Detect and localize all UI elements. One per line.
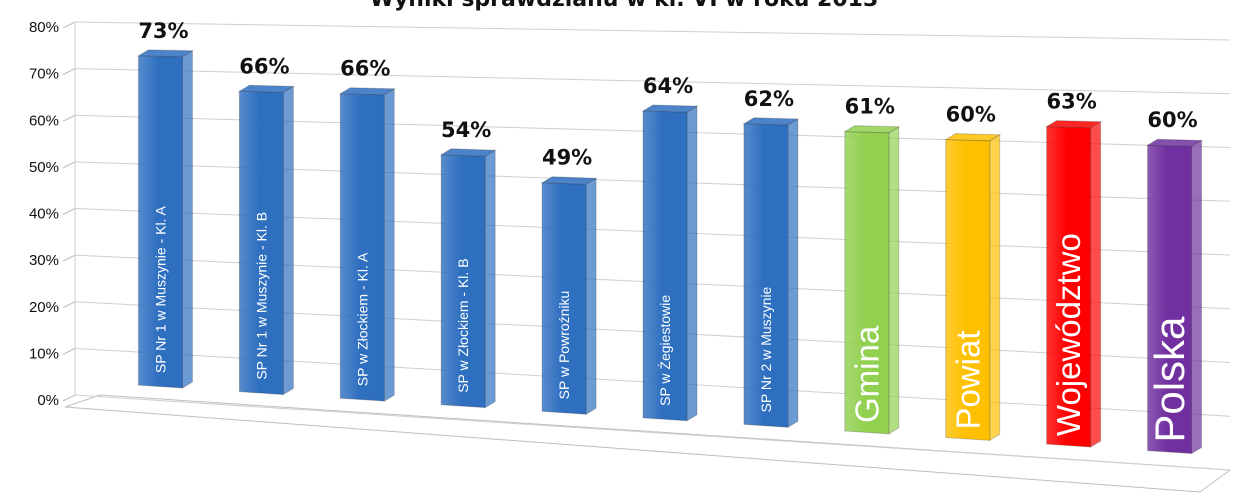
y-tick-mark [62,68,76,76]
y-tick-label: 80% [29,19,59,36]
y-tick-mark [62,254,76,262]
bar-front [137,55,183,389]
y-tick-label: 20% [29,299,59,316]
data-label: 49% [542,146,592,170]
data-label: 60% [1147,108,1197,132]
bar-side [484,149,496,409]
y-tick-label: 50% [29,159,59,176]
bar-side [585,177,597,416]
y-tick-label: 30% [29,252,59,269]
bar: SP w Żegiestowie [641,104,699,422]
y-tick-label: 70% [29,66,59,83]
bar: SP Nr 1 w Muszynie - Kl. B [237,84,296,396]
bar-category-label: Polska [1146,316,1193,443]
bar-front [743,123,789,428]
bar-category-label: Powiat [949,330,986,429]
bar-front [440,154,486,409]
bar-top [439,148,497,157]
bar-top [742,117,800,126]
bar-side [686,105,698,422]
bar-category-label: Województwo [1050,233,1087,436]
bar-category-label: SP w Złockiem - Kl. B [455,258,471,392]
y-tick-label: 10% [29,345,59,362]
bar-side [383,87,395,402]
bar-category-label: SP w Powroźniku [556,291,572,400]
bar-top [237,84,296,93]
bar-side [888,125,900,435]
bar-top [641,104,699,113]
bar-top [1145,138,1204,147]
bar-category-label: SP Nr 2 w Muszynie [758,286,774,412]
bar-category-label: SP Nr 1 w Muszynie - Kl. A [152,205,168,373]
bar: SP Nr 2 w Muszynie [742,117,800,429]
chart-title: Wyniki sprawdzianu w kl. VI w roku 2013 [370,0,879,12]
gridline [74,68,1231,95]
bar: Powiat [944,133,1002,442]
bar-side [1090,120,1102,448]
y-tick-mark [62,208,76,215]
bar: SP w Złockiem - Kl. A [338,87,397,402]
bar-category-label: SP w Złockiem - Kl. A [354,252,370,386]
y-tick-mark [62,301,76,309]
bar: Polska [1145,138,1204,455]
gridline [74,394,1231,471]
bar-front [238,90,284,396]
bar: SP Nr 1 w Muszynie - Kl. A [136,49,195,389]
bar-side [282,85,294,396]
bar-top [944,133,1002,142]
bar-side [989,133,1001,442]
y-tick-mark [62,347,76,355]
data-label: 73% [138,19,188,43]
y-tick-mark [62,21,76,29]
bar-top [136,49,195,58]
data-labels: 73% 66% 66% 54% 49% 64% 62% 61% 60% 63% 60% [138,19,1197,170]
y-tick-mark [62,114,76,122]
bar-category-label: SP Nr 1 w Muszynie - Kl. B [253,212,269,380]
y-tick-label: 60% [29,112,59,129]
bar-side [181,49,193,389]
data-label: 64% [643,74,693,98]
bar-category-label: Gmina [848,325,885,423]
bar-top [338,87,397,96]
gridline [74,21,1231,41]
y-axis: 0% 10% 20% 30% 40% 50% 60% 70% 80% [29,19,59,409]
bars: SP Nr 1 w Muszynie - Kl. A SP Nr 1 w Musz… [136,49,1204,455]
bar-category-label: SP w Żegiestowie [656,295,673,406]
data-label: 54% [441,118,491,142]
bar: Gmina [843,125,901,435]
data-label: 66% [239,54,289,78]
bar-top [1044,120,1103,129]
bar-top [843,125,901,134]
bar-front [1046,126,1092,448]
bar: SP w Złockiem - Kl. B [439,148,497,409]
bar: Województwo [1044,120,1103,448]
data-label: 61% [845,95,895,119]
bar-side [787,118,799,429]
data-label: 60% [946,103,996,127]
y-tick-mark [62,394,76,402]
y-tick-label: 40% [29,206,59,223]
bar-top [540,176,598,185]
y-tick-label: 0% [37,392,59,409]
bar: SP w Powroźniku [540,176,598,416]
y-tick-mark [62,161,76,169]
data-label: 63% [1047,90,1097,114]
bar-front [541,182,587,415]
data-label: 66% [340,57,390,81]
data-label: 62% [744,87,794,111]
